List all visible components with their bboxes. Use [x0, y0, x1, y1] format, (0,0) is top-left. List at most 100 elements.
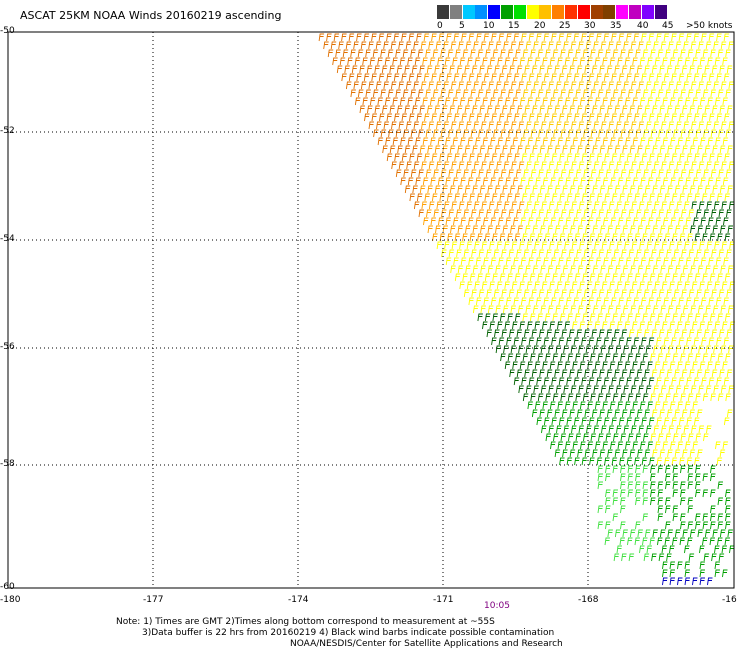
wind-barb: [653, 425, 659, 434]
wind-barb: [673, 249, 680, 258]
wind-barb: [503, 81, 509, 90]
wind-barb: [476, 33, 482, 42]
wind-barb: [588, 73, 595, 82]
wind-barb: [536, 33, 542, 42]
wind-barb: [584, 409, 590, 418]
wind-barb: [680, 169, 687, 178]
wind-barb: [385, 137, 391, 146]
wind-barb: [596, 73, 602, 82]
wind-barb: [550, 217, 556, 226]
wind-barb: [359, 65, 365, 74]
wind-barb: [651, 553, 657, 562]
wind-barb: [428, 201, 435, 210]
latitude-label: -58: [0, 459, 15, 469]
wind-barb: [578, 385, 584, 394]
wind-barb: [724, 193, 730, 202]
wind-barb: [395, 129, 402, 138]
wind-barb: [528, 217, 534, 226]
wind-barb: [726, 209, 732, 218]
wind-barb: [564, 281, 570, 290]
wind-barb: [659, 185, 666, 194]
wind-barb: [708, 73, 715, 82]
wind-barb: [675, 41, 682, 50]
wind-barb: [571, 425, 577, 434]
wind-barb: [590, 353, 596, 362]
wind-barb: [416, 113, 422, 122]
wind-barb: [688, 169, 694, 178]
wind-barb: [476, 193, 483, 202]
wind-barb: [556, 425, 562, 434]
wind-barb: [595, 441, 601, 450]
wind-barb: [644, 105, 650, 114]
wind-barb: [635, 393, 641, 402]
wind-barb: [530, 129, 537, 138]
wind-barb: [570, 41, 577, 50]
wind-barb: [725, 353, 731, 362]
wind-barb: [707, 97, 713, 106]
wind-barb: [404, 105, 410, 114]
wind-barb: [554, 145, 561, 154]
wind-barb: [609, 241, 615, 250]
wind-barb: [618, 297, 624, 306]
wind-barb: [675, 265, 681, 274]
wind-barb: [503, 121, 509, 130]
wind-barb: [663, 257, 669, 266]
wind-barb: [421, 201, 427, 210]
wind-barb: [418, 169, 424, 178]
wind-barb: [682, 305, 689, 314]
wind-barb: [448, 209, 454, 218]
wind-barb: [553, 129, 559, 138]
wind-barb: [684, 561, 690, 570]
wind-barb: [696, 329, 702, 338]
wind-barb: [677, 401, 683, 410]
wind-barb: [509, 65, 515, 74]
wind-barb: [467, 137, 474, 146]
wind-barb: [646, 281, 653, 290]
wind-barb: [413, 81, 419, 90]
wind-barb: [618, 73, 625, 82]
wind-barb: [509, 185, 516, 194]
wind-barb: [471, 65, 478, 74]
wind-barb: [589, 193, 595, 202]
wind-barb: [601, 201, 607, 210]
wind-barb: [603, 417, 610, 426]
wind-barb: [717, 513, 723, 522]
wind-barb: [474, 97, 481, 106]
wind-barb: [660, 385, 667, 394]
wind-barb: [457, 265, 464, 274]
wind-barb: [633, 417, 640, 426]
colorbar-label: 10: [483, 21, 495, 31]
wind-barb: [600, 81, 607, 90]
wind-barb: [589, 233, 596, 242]
wind-barb: [566, 193, 573, 202]
wind-barb: [463, 249, 470, 258]
wind-barb: [402, 89, 409, 98]
wind-barb: [586, 201, 592, 210]
wind-barb: [683, 425, 689, 434]
wind-barb: [627, 473, 633, 482]
wind-barb: [718, 289, 725, 298]
wind-barb: [631, 201, 637, 210]
wind-barb: [643, 289, 650, 298]
wind-barb: [721, 241, 728, 250]
wind-barb: [616, 201, 622, 210]
wind-barb: [375, 41, 382, 50]
wind-barb: [692, 137, 699, 146]
wind-barb: [725, 497, 731, 506]
wind-barb: [476, 113, 482, 122]
wind-barb: [495, 345, 502, 354]
wind-barb: [695, 489, 701, 498]
wind-barb: [705, 385, 712, 394]
wind-barb: [608, 385, 614, 394]
wind-barb: [666, 409, 673, 418]
wind-barb: [690, 81, 697, 90]
wind-barb: [710, 489, 716, 498]
wind-barb: [583, 169, 589, 178]
wind-barb: [443, 81, 449, 90]
wind-barb: [646, 545, 652, 554]
wind-barb: [592, 265, 599, 274]
wind-barb: [568, 209, 574, 218]
wind-barb: [669, 561, 675, 570]
wind-barb: [615, 305, 621, 314]
wind-barb: [511, 121, 517, 130]
